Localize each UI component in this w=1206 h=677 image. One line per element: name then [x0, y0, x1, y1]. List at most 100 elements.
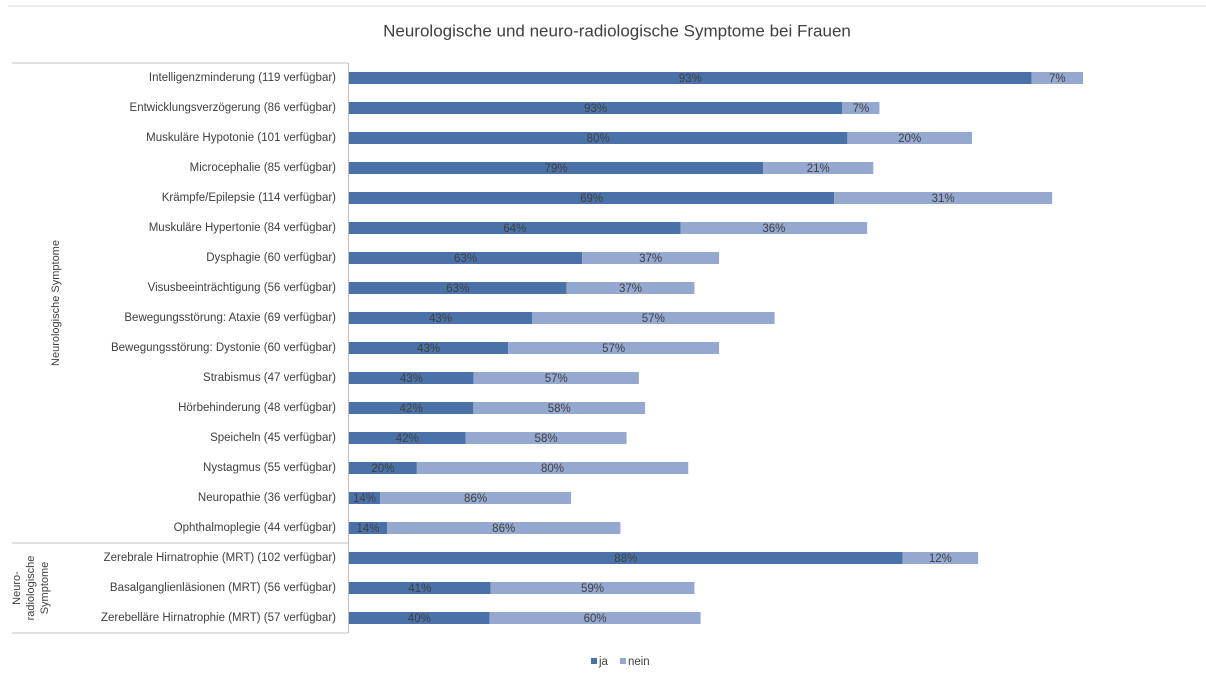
category-label: Muskuläre Hypotonie (101 verfügbar) [146, 132, 336, 144]
value-label: 86% [492, 523, 515, 535]
bar-segment [349, 402, 474, 414]
category-label: Microcephalie (85 verfügbar) [190, 162, 337, 174]
value-label: 63% [454, 253, 477, 265]
value-label: 57% [602, 343, 625, 355]
value-label: 63% [446, 283, 469, 295]
value-label: 57% [545, 373, 568, 385]
value-label: 88% [614, 553, 637, 565]
bar-segment [416, 462, 689, 474]
value-label: 42% [396, 433, 419, 445]
category-label: Neuropathie (36 verfügbar) [198, 492, 336, 504]
value-label: 20% [898, 133, 921, 145]
category-label: Krämpfe/Epilepsie (114 verfügbar) [162, 192, 336, 204]
category-label: Intelligenzminderung (119 verfügbar) [149, 72, 336, 84]
bar-segment [680, 222, 868, 234]
category-label: Bewegungsstörung: Dystonie (60 verfügbar… [111, 342, 336, 354]
value-label: 37% [639, 253, 662, 265]
value-label: 37% [619, 283, 642, 295]
value-label: 79% [545, 163, 568, 175]
value-label: 14% [356, 523, 379, 535]
bar-segment [349, 252, 583, 264]
bar-segment [349, 612, 490, 624]
category-label: Ophthalmoplegie (44 verfügbar) [174, 522, 337, 534]
value-label: 57% [642, 313, 665, 325]
value-label: 7% [853, 103, 870, 115]
bar-segment [349, 522, 387, 534]
value-label: 20% [371, 463, 394, 475]
value-label: 43% [400, 373, 423, 385]
bar-segment [842, 102, 880, 114]
value-label: 93% [584, 103, 607, 115]
value-label: 7% [1049, 73, 1066, 85]
value-label: 41% [408, 583, 431, 595]
category-label: Speicheln (45 verfügbar) [210, 432, 336, 444]
category-label: Visusbeeinträchtigung (56 verfügbar) [148, 282, 337, 294]
bar-segment [380, 492, 572, 504]
category-label: Basalganglienläsionen (MRT) (56 verfügba… [110, 582, 336, 594]
category-label: Nystagmus (55 verfügbar) [203, 462, 336, 474]
bar-segment [349, 132, 848, 144]
category-label: Strabismus (47 verfügbar) [203, 372, 336, 384]
bar-segment [349, 372, 474, 384]
bar-segment [349, 162, 764, 174]
bar-segment [465, 432, 627, 444]
bar-segment [386, 522, 621, 534]
bar-segment [508, 342, 720, 354]
value-label: 86% [464, 493, 487, 505]
value-label: 14% [353, 493, 376, 505]
value-label: 12% [929, 553, 952, 565]
bar-segment [1031, 72, 1083, 84]
bar-segment [834, 192, 1053, 204]
chart-title: Neurologische und neuro-radiologische Sy… [383, 21, 851, 40]
bar-segment [349, 72, 1032, 84]
value-label: 59% [581, 583, 604, 595]
bar-segment [349, 582, 491, 594]
bar-segment [847, 132, 972, 144]
bar-segment [349, 282, 567, 294]
bar-segment [349, 462, 417, 474]
value-label: 80% [541, 463, 564, 475]
category-label: Dysphagie (60 verfügbar) [206, 252, 336, 264]
value-label: 60% [584, 613, 607, 625]
bar-segment [763, 162, 874, 174]
legend-label: ja [598, 656, 609, 668]
bar-segment [473, 402, 646, 414]
category-label: Bewegungsstörung: Ataxie (69 verfügbar) [124, 312, 336, 324]
group-label: Neurologische Symptome [50, 240, 62, 366]
bar-segment [532, 312, 775, 324]
value-label: 40% [408, 613, 431, 625]
legend-swatch [591, 658, 597, 664]
bar-segment [473, 372, 639, 384]
value-label: 21% [807, 163, 830, 175]
value-label: 93% [679, 73, 702, 85]
legend-label: nein [628, 656, 650, 668]
value-label: 58% [548, 403, 571, 415]
category-label: Entwicklungsverzögerung (86 verfügbar) [130, 102, 337, 114]
value-label: 43% [417, 343, 440, 355]
value-label: 42% [400, 403, 423, 415]
value-label: 58% [535, 433, 558, 445]
value-label: 64% [503, 223, 526, 235]
bar-segment [349, 312, 533, 324]
bar-segment [349, 342, 509, 354]
bar-segment [902, 552, 979, 564]
bar-segment [349, 492, 381, 504]
category-label: Hörbehinderung (48 verfügbar) [178, 402, 336, 414]
category-label: Muskuläre Hypertonie (84 verfügbar) [149, 222, 336, 234]
bar-segment [349, 552, 903, 564]
category-label: Zerebrale Hirnatrophie (MRT) (102 verfüg… [104, 552, 337, 564]
bar-segment [490, 582, 695, 594]
group-label: Neuro-radiologische Symptome [11, 555, 51, 621]
bar-segment [349, 432, 466, 444]
bar-segment [349, 102, 843, 114]
value-label: 36% [762, 223, 785, 235]
value-label: 69% [580, 193, 603, 205]
bar-segment [489, 612, 701, 624]
value-label: 43% [429, 313, 452, 325]
category-label: Zerebelläre Hirnatrophie (MRT) (57 verfü… [101, 612, 336, 624]
bar-segment [349, 222, 681, 234]
bar-segment [582, 252, 720, 264]
legend-swatch [619, 658, 626, 664]
